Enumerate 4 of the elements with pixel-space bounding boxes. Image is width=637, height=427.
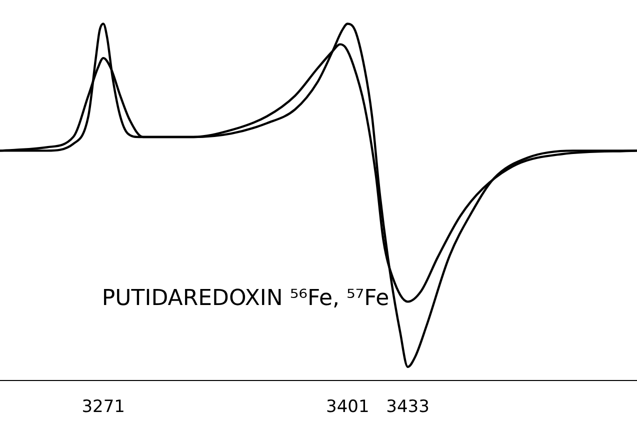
x-tick-label: 3271 (82, 397, 125, 418)
x-tick-label: 3433 (386, 397, 430, 418)
annotation: PUTIDAREDOXIN ⁵⁶Fe, ⁵⁷Fe (102, 286, 390, 311)
x-tick-label: 3401 (326, 397, 370, 418)
